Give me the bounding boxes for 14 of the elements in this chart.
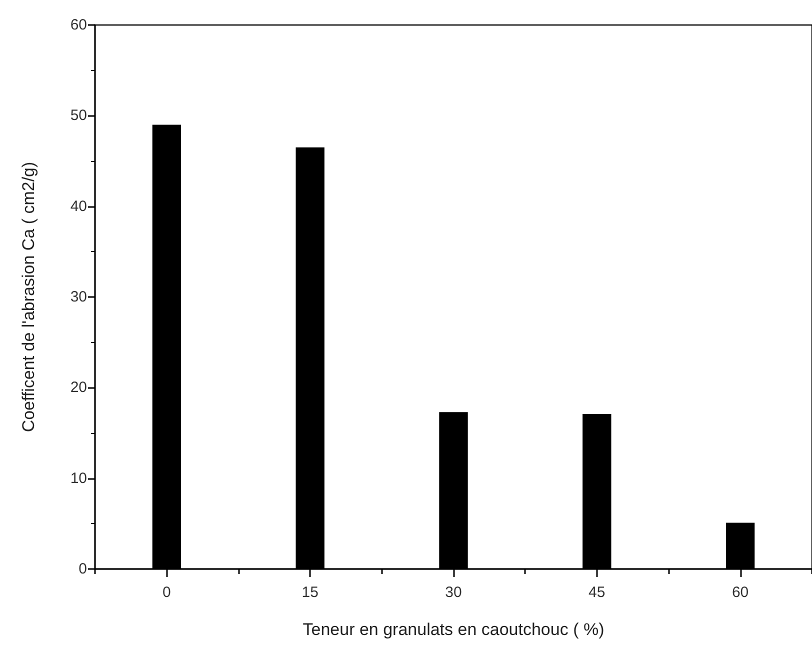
x-axis-title: Teneur en granulats en caoutchouc ( %)	[302, 620, 604, 639]
y-tick-label: 40	[70, 198, 87, 215]
x-tick-label: 45	[588, 584, 606, 601]
x-tick-label: 30	[445, 584, 462, 601]
x-tick-label: 0	[162, 584, 171, 601]
y-tick-label: 10	[70, 470, 87, 487]
x-tick-label: 60	[732, 584, 749, 601]
y-tick-label: 20	[70, 379, 87, 396]
y-tick-label: 50	[70, 107, 87, 124]
x-tick-label: 15	[302, 584, 318, 601]
y-axis-title: Coefficent de l'abrasion Ca ( cm2/g)	[19, 162, 38, 432]
y-tick-label: 30	[70, 288, 87, 306]
y-tick-label: 60	[70, 16, 87, 34]
y-tick-label: 0	[78, 560, 87, 578]
